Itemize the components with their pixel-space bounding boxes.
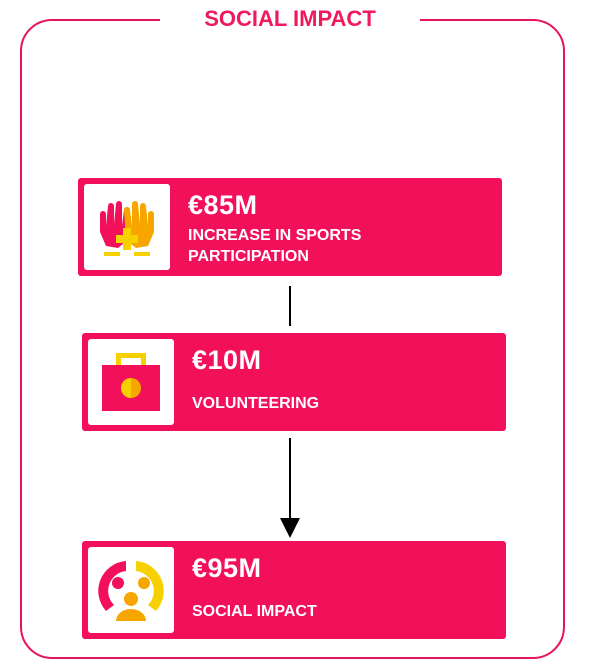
title: SOCIAL IMPACT bbox=[160, 4, 420, 34]
node-value: €95M bbox=[192, 553, 262, 583]
arrow-head bbox=[280, 518, 300, 538]
node: €10M VOLUNTEERING bbox=[82, 333, 506, 431]
node-label: SOCIAL IMPACT bbox=[192, 603, 317, 620]
hands-icon bbox=[100, 201, 154, 256]
node: €95M SOCIAL IMPACT bbox=[82, 541, 506, 639]
node-label: INCREASE IN SPORTS PARTICIPATION bbox=[188, 227, 362, 265]
node-value: €10M bbox=[192, 345, 262, 375]
node: €85M INCREASE IN SPORTS PARTICIPATION bbox=[78, 178, 502, 276]
icon bbox=[84, 184, 170, 270]
people-icon bbox=[98, 561, 164, 621]
kit-icon bbox=[102, 353, 160, 411]
icon bbox=[88, 339, 174, 425]
node-value: €85M bbox=[188, 190, 258, 220]
node-label: VOLUNTEERING bbox=[192, 395, 320, 412]
icon bbox=[88, 547, 174, 633]
